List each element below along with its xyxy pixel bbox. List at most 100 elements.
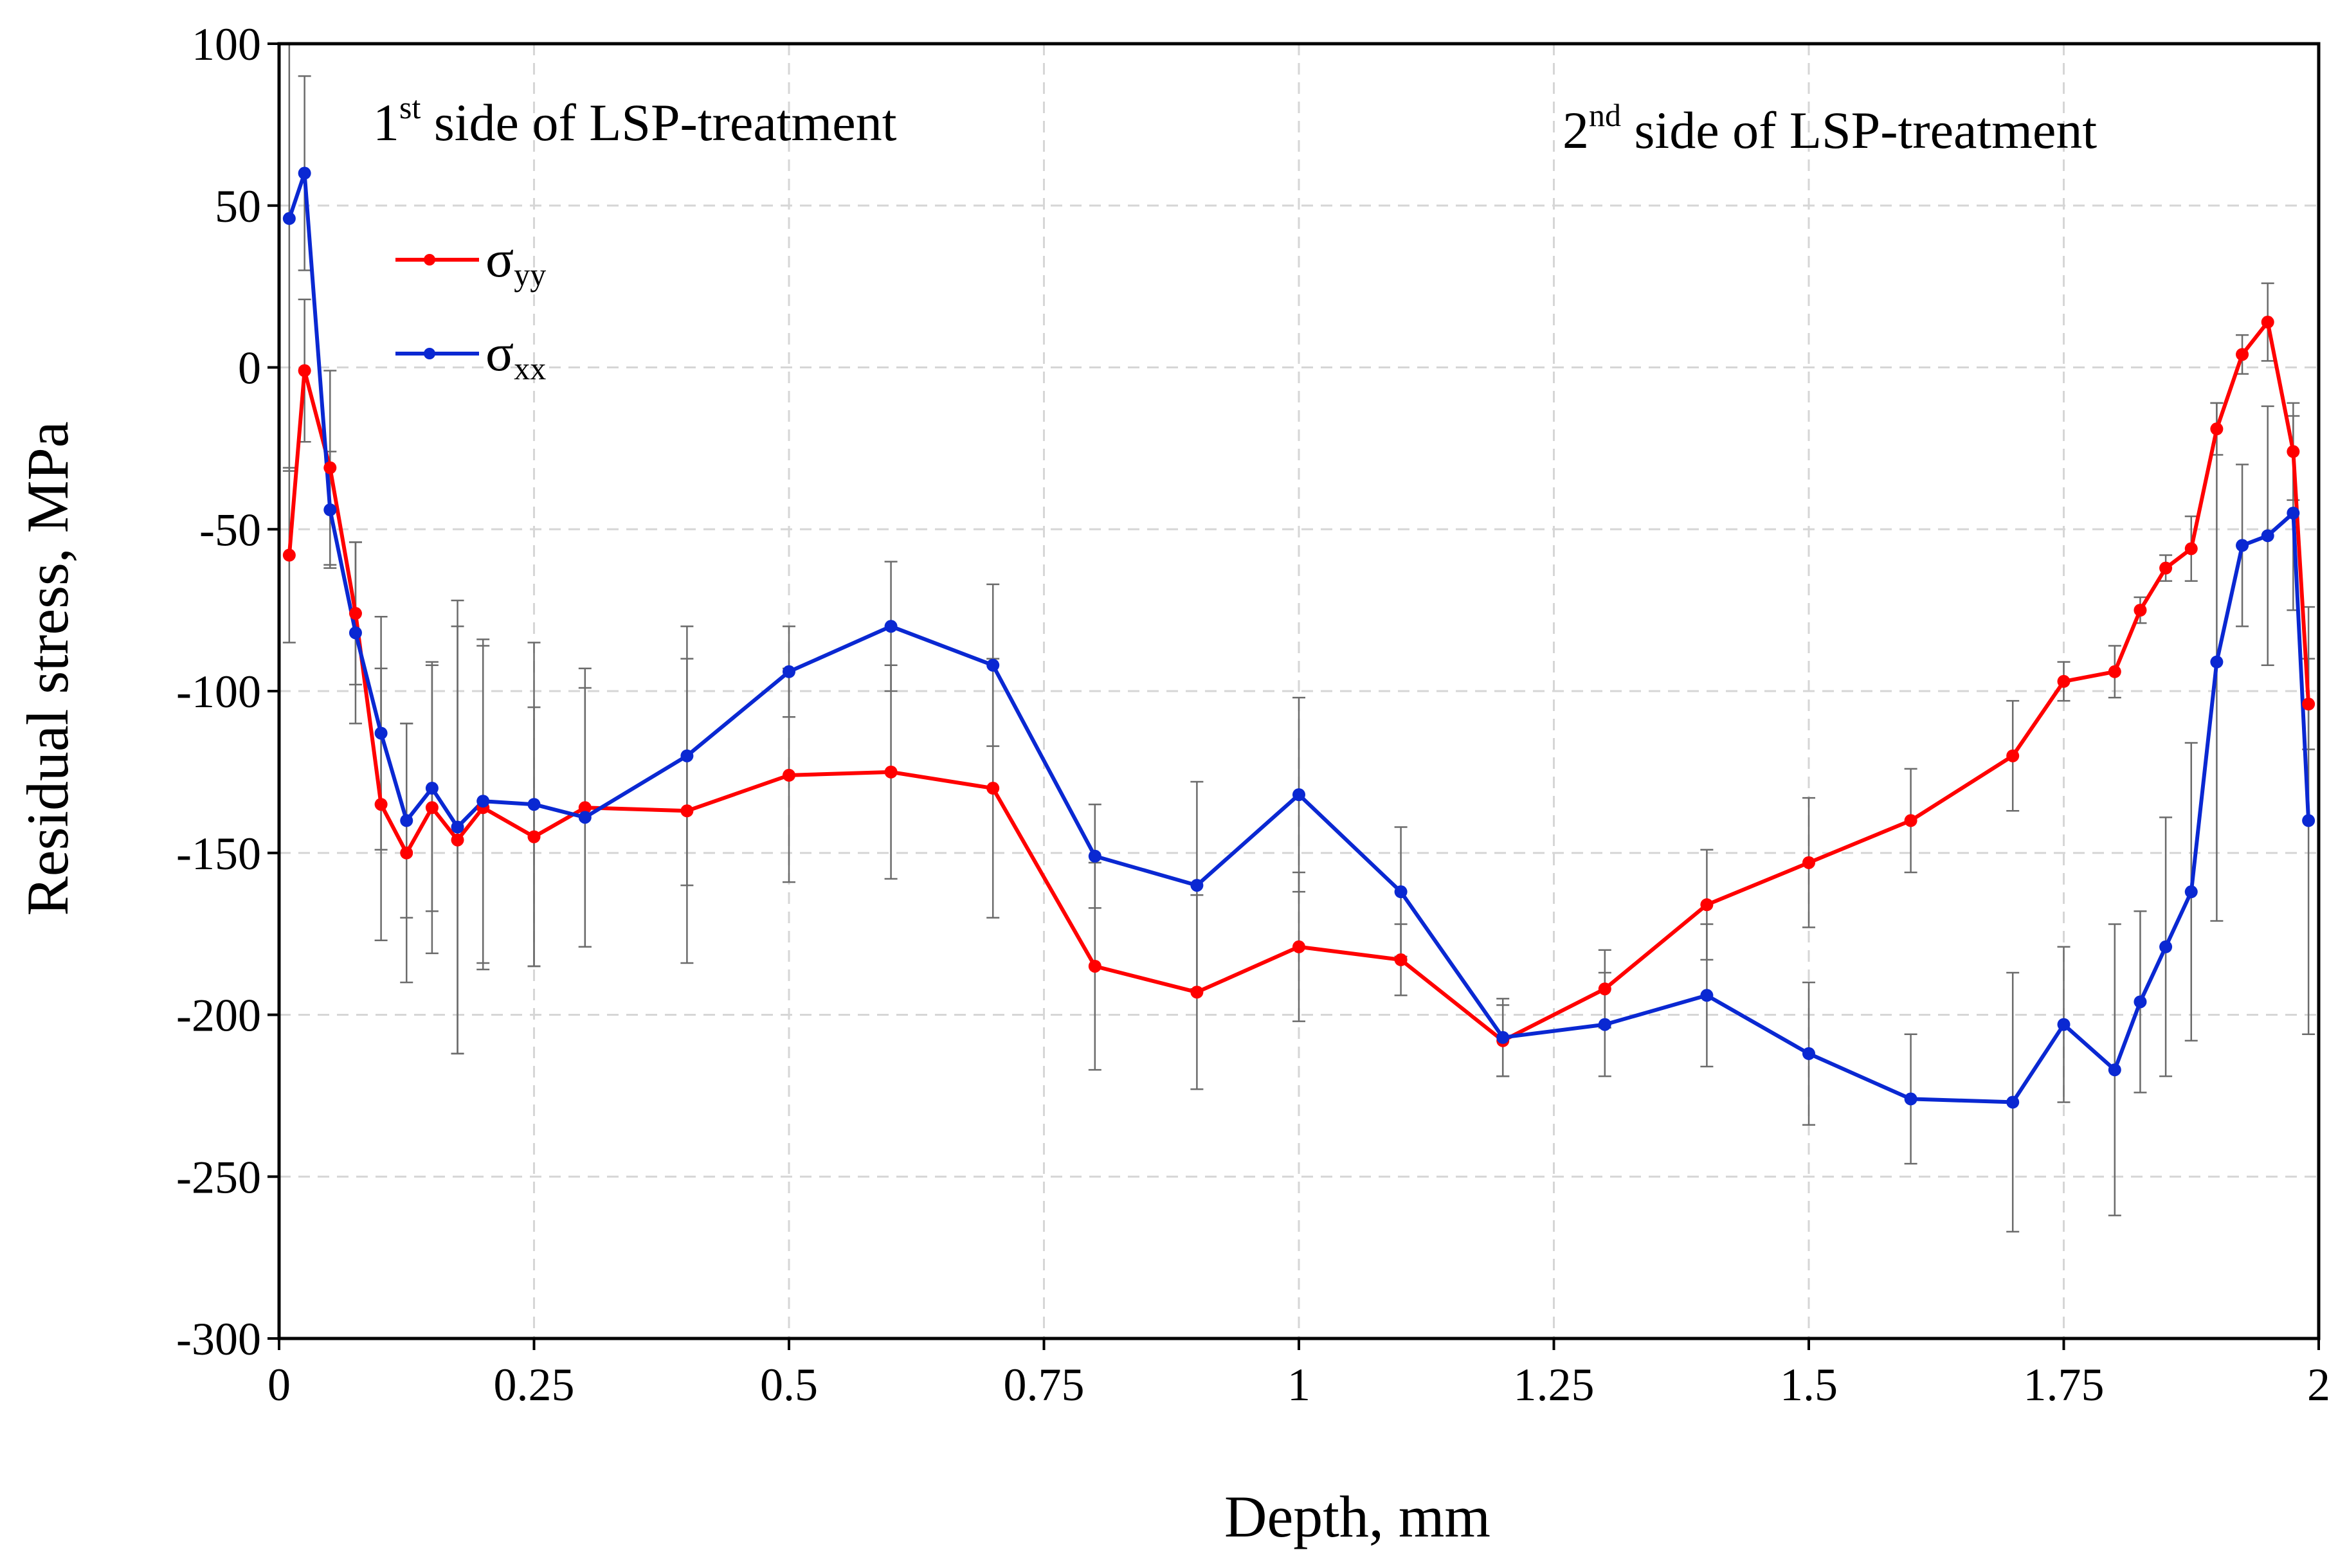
legend-subscript-sxx: xx: [514, 350, 546, 386]
data-point-syy: [1190, 986, 1204, 999]
annotation-second-side-number: 2: [1563, 101, 1589, 159]
y-tick-label: -150: [176, 828, 261, 879]
data-point-sxx: [2261, 529, 2274, 543]
data-point-sxx: [349, 626, 362, 640]
legend-marker-syy: [424, 254, 435, 266]
legend-subscript-syy: yy: [514, 257, 546, 293]
annotation-first-side-number: 1: [373, 93, 399, 152]
x-tick-label: 0.5: [760, 1359, 818, 1410]
data-point-sxx: [680, 749, 694, 762]
data-point-sxx: [2302, 814, 2315, 827]
data-point-syy: [2261, 316, 2274, 329]
data-point-sxx: [527, 798, 541, 811]
data-point-syy: [1292, 940, 1305, 953]
data-point-sxx: [1802, 1047, 1815, 1060]
annotation-second-side: 2nd side of LSP-treatment: [1563, 97, 2097, 159]
data-point-syy: [1700, 898, 1714, 912]
data-point-syy: [1088, 959, 1101, 973]
y-tick-label: -200: [176, 990, 261, 1041]
data-point-syy: [2006, 749, 2020, 762]
data-point-sxx: [425, 782, 439, 795]
x-tick-label: 0.75: [1004, 1359, 1085, 1410]
data-point-sxx: [578, 811, 592, 824]
data-point-syy: [578, 801, 592, 815]
y-tick-label: 0: [238, 343, 261, 394]
x-tick-labels: 0 0.25 0.5 0.75 1 1.25 1.5 1.75 2: [267, 1359, 2330, 1410]
x-axis-title: Depth, mm: [1224, 1484, 1491, 1549]
data-point-sxx: [2159, 940, 2173, 953]
y-tick-label: -100: [176, 666, 261, 717]
data-point-syy: [2159, 561, 2173, 575]
data-point-sxx: [884, 620, 898, 633]
data-point-sxx: [2057, 1018, 2071, 1031]
data-point-syy: [680, 804, 694, 818]
x-tick-label: 0: [267, 1359, 291, 1410]
x-tick-label: 2: [2307, 1359, 2330, 1410]
annotation-first-side-text: side of LSP-treatment: [421, 93, 896, 152]
data-point-syy: [323, 461, 337, 474]
error-bar-sxx: [282, 42, 296, 472]
y-tick-label: 100: [192, 19, 261, 70]
legend-label-sxx: σxx: [485, 323, 546, 386]
data-point-syy: [1802, 856, 1815, 869]
data-point-sxx: [1598, 1018, 1611, 1031]
data-point-syy: [400, 846, 413, 860]
data-point-sxx: [2236, 539, 2249, 552]
data-point-syy: [2210, 422, 2224, 436]
data-point-sxx: [1496, 1031, 1510, 1044]
x-tick-label: 1.5: [1780, 1359, 1838, 1410]
data-point-sxx: [2108, 1063, 2121, 1077]
data-point-syy: [425, 801, 439, 815]
data-point-sxx: [1700, 989, 1714, 1002]
data-point-syy: [1904, 814, 1917, 827]
data-point-syy: [2236, 348, 2249, 361]
y-tick-label: -50: [199, 504, 261, 555]
data-point-sxx: [298, 167, 311, 180]
x-tick-label: 1.25: [1514, 1359, 1595, 1410]
data-point-syy: [374, 798, 388, 811]
y-tick-label: 50: [215, 181, 261, 232]
annotation-first-side-superscript: st: [399, 89, 421, 125]
y-axis-title: Residual stress, MPa: [15, 421, 80, 915]
data-point-sxx: [2287, 507, 2300, 520]
legend-symbol-sxx: σ: [485, 323, 514, 382]
data-point-sxx: [2006, 1095, 2020, 1109]
data-point-sxx: [783, 665, 795, 678]
data-point-syy: [2108, 665, 2121, 678]
data-point-syy: [2184, 542, 2198, 555]
data-point-syy: [2134, 604, 2147, 617]
data-point-sxx: [282, 212, 296, 225]
data-point-syy: [783, 768, 795, 782]
series-points: [282, 167, 2315, 1109]
x-tick-label: 0.25: [494, 1359, 575, 1410]
data-point-syy: [527, 830, 541, 843]
data-point-sxx: [1190, 879, 1204, 892]
data-point-sxx: [476, 795, 490, 808]
data-point-syy: [298, 364, 311, 377]
y-tick-label: -300: [176, 1313, 261, 1365]
data-point-syy: [2287, 445, 2300, 458]
data-point-sxx: [323, 503, 337, 517]
x-tick-label: 1: [1287, 1359, 1310, 1410]
data-point-syy: [884, 765, 898, 779]
data-point-syy: [1598, 982, 1611, 996]
data-point-sxx: [400, 814, 413, 827]
legend-label-syy: σyy: [485, 230, 546, 293]
data-point-syy: [349, 607, 362, 620]
legend-symbol-syy: σ: [485, 230, 514, 288]
data-point-sxx: [2184, 885, 2198, 899]
data-point-sxx: [374, 726, 388, 740]
data-point-sxx: [1904, 1092, 1917, 1106]
y-tick-labels: 100 50 0 -50 -100 -150 -200 -250 -300: [176, 19, 261, 1365]
data-point-sxx: [1088, 849, 1101, 863]
data-point-sxx: [451, 820, 464, 834]
data-point-sxx: [986, 658, 1000, 672]
data-point-syy: [1394, 953, 1408, 966]
x-tick-label: 1.75: [2024, 1359, 2105, 1410]
data-point-syy: [451, 833, 464, 847]
legend: σyy σxx: [395, 230, 546, 386]
data-point-sxx: [1292, 788, 1305, 802]
data-point-syy: [986, 782, 1000, 795]
data-point-sxx: [1394, 885, 1408, 899]
